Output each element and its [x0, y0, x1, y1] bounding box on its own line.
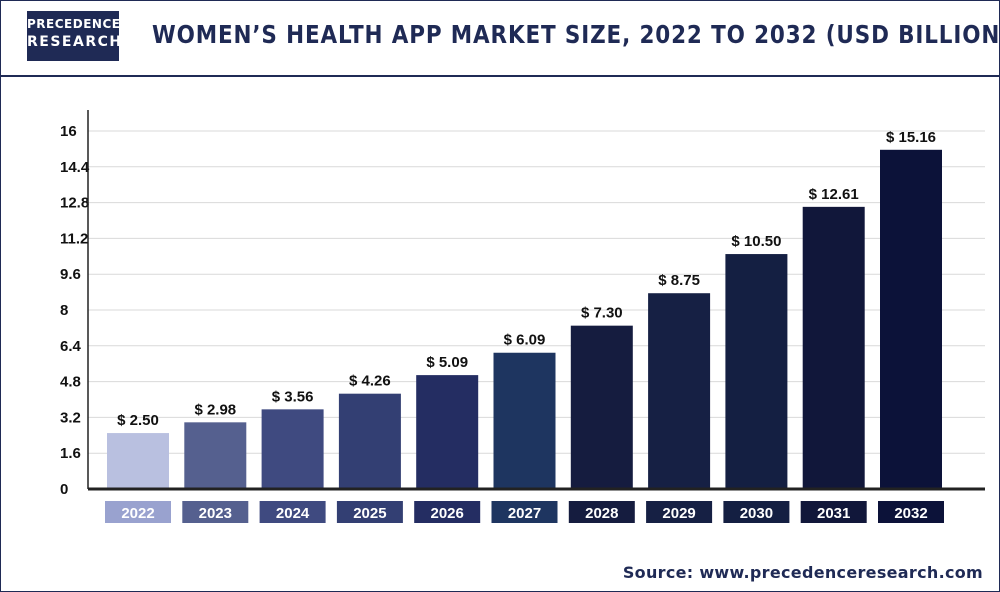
y-tick-label: 11.2	[60, 230, 88, 247]
x-label-box-2023	[182, 501, 249, 523]
x-tick-label-2024: 2024	[276, 505, 310, 522]
x-label-box-2022	[105, 501, 171, 523]
data-label-2032: $ 15.16	[886, 129, 936, 146]
bar-2027	[493, 352, 556, 489]
x-tick-label-2028: 2028	[585, 505, 618, 522]
y-tick-label: 12.8	[60, 195, 89, 212]
y-axis-ticks: 0 1.6 3.2 4.8 6.4 8 9.6 11.2 12.8 14.4 16	[60, 123, 90, 498]
x-label-box-2030	[723, 501, 790, 523]
bars	[107, 149, 942, 490]
x-tick-label-2029: 2029	[662, 505, 695, 522]
x-tick-label-2025: 2025	[353, 505, 386, 522]
data-label-2022: $ 2.50	[117, 412, 159, 429]
bar-2031	[802, 206, 865, 489]
bar-2025	[338, 393, 401, 489]
data-label-2023: $ 2.98	[194, 401, 236, 418]
logo-line-2: RESEARCH	[27, 34, 123, 50]
x-tick-label-2032: 2032	[894, 505, 927, 522]
axes	[87, 110, 985, 491]
y-tick-label: 14.4	[60, 159, 90, 176]
x-tick-label-2027: 2027	[508, 505, 541, 522]
bar-2026	[416, 375, 479, 489]
data-label-2026: $ 5.09	[426, 354, 468, 371]
y-tick-label: 9.6	[60, 266, 81, 283]
x-label-box-2029	[646, 501, 713, 523]
data-label-2024: $ 3.56	[272, 388, 314, 405]
y-tick-label: 1.6	[60, 445, 81, 462]
logo-line-1: PRECEDENCE	[27, 17, 121, 31]
x-tick-label-2023: 2023	[199, 505, 232, 522]
bar-2023	[184, 422, 247, 489]
y-tick-label: 3.2	[60, 409, 81, 426]
data-labels: $ 2.50 $ 2.98 $ 3.56 $ 4.26 $ 5.09 $ 6.09 $ 7.…	[117, 129, 936, 429]
header-bar: PRECEDENCE RESEARCH WOMEN’S HEALTH APP M…	[0, 0, 1000, 77]
y-tick-label: 8	[60, 302, 68, 319]
x-label-box-2025	[336, 501, 403, 523]
source-note: Source: www.precedenceresearch.com	[622, 563, 983, 582]
x-tick-label-2031: 2031	[817, 505, 850, 522]
data-label-2025: $ 4.26	[349, 373, 391, 390]
x-label-box-2031	[800, 501, 867, 523]
data-label-2030: $ 10.50	[731, 233, 781, 250]
x-tick-label-2030: 2030	[740, 505, 773, 522]
bar-2028	[570, 325, 633, 489]
y-tick-label: 4.8	[60, 374, 81, 391]
x-label-box-2026	[414, 501, 481, 523]
data-label-2031: $ 12.61	[809, 186, 859, 203]
x-axis-labels: 2022 2023 2024 2025 2026 2027 2028 2029 2030 2031…	[105, 501, 944, 523]
precedence-research-logo: PRECEDENCE RESEARCH	[27, 11, 123, 61]
x-label-box-2027	[491, 501, 558, 523]
y-tick-label: 16	[60, 123, 77, 140]
x-label-box-2024	[259, 501, 326, 523]
bar-2022	[107, 433, 169, 489]
data-label-2028: $ 7.30	[581, 305, 623, 322]
bar-2032	[880, 149, 942, 490]
y-tick-label: 0	[60, 481, 68, 498]
data-label-2027: $ 6.09	[504, 332, 546, 349]
bar-2024	[261, 409, 324, 489]
bar-2030	[725, 254, 788, 489]
x-label-box-2028	[568, 501, 635, 523]
data-label-2029: $ 8.75	[658, 272, 700, 289]
y-tick-label: 6.4	[60, 338, 82, 355]
bar-2029	[648, 293, 711, 489]
x-tick-label-2022: 2022	[121, 505, 154, 522]
x-tick-label-2026: 2026	[431, 505, 464, 522]
x-label-box-2032	[878, 501, 944, 523]
